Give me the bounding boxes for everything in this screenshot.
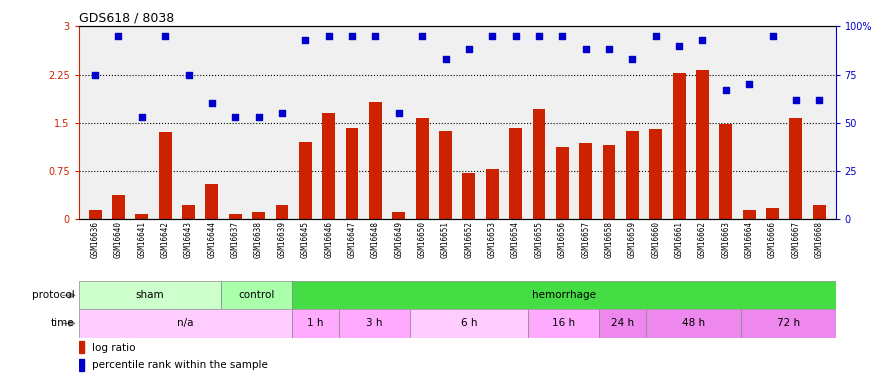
Point [322, 33, 336, 39]
Point [438, 56, 452, 62]
Bar [79, 359, 84, 370]
Bar [276, 205, 289, 219]
Text: 1 h: 1 h [307, 318, 324, 328]
Bar [182, 205, 195, 219]
Point [181, 72, 195, 78]
Bar [741, 309, 836, 338]
Point [789, 97, 803, 103]
Text: 48 h: 48 h [682, 318, 705, 328]
Bar [533, 109, 545, 219]
Bar [158, 132, 172, 219]
Bar [79, 309, 291, 338]
Point [556, 33, 570, 39]
Point [252, 114, 266, 120]
Bar [603, 146, 615, 219]
Text: log ratio: log ratio [92, 343, 136, 352]
Point [578, 46, 592, 53]
Text: 3 h: 3 h [366, 318, 382, 328]
Text: hemorrhage: hemorrhage [532, 290, 596, 300]
Text: percentile rank within the sample: percentile rank within the sample [92, 360, 268, 370]
Point [368, 33, 382, 39]
Bar [220, 281, 291, 309]
Bar [719, 124, 732, 219]
Text: protocol: protocol [31, 290, 74, 300]
Point [812, 97, 826, 103]
Bar [649, 129, 662, 219]
Point [742, 81, 756, 87]
Point [648, 33, 662, 39]
Bar [299, 142, 311, 219]
Bar [410, 309, 528, 338]
Bar [789, 118, 802, 219]
Bar [556, 147, 569, 219]
Point [88, 72, 102, 78]
Text: 24 h: 24 h [612, 318, 634, 328]
Bar [229, 214, 242, 219]
Point [672, 43, 686, 49]
Point [532, 33, 546, 39]
Point [602, 46, 616, 53]
Bar [112, 195, 125, 219]
Point [205, 100, 219, 106]
Point [462, 46, 476, 53]
Bar [416, 118, 429, 219]
Text: 16 h: 16 h [552, 318, 575, 328]
Bar [339, 309, 410, 338]
Point [626, 56, 640, 62]
Bar [509, 128, 522, 219]
Text: control: control [238, 290, 275, 300]
Bar [79, 341, 84, 352]
Bar [766, 208, 779, 219]
Bar [79, 281, 220, 309]
Bar [322, 113, 335, 219]
Point [696, 37, 710, 43]
Point [228, 114, 242, 120]
Bar [579, 143, 592, 219]
Point [766, 33, 780, 39]
Bar [463, 173, 475, 219]
Bar [136, 214, 148, 219]
Text: 72 h: 72 h [777, 318, 800, 328]
Bar [626, 130, 639, 219]
Bar [346, 128, 359, 219]
Text: GDS618 / 8038: GDS618 / 8038 [79, 11, 174, 24]
Bar [369, 102, 382, 219]
Text: n/a: n/a [177, 318, 193, 328]
Point [158, 33, 172, 39]
Point [298, 37, 312, 43]
Bar [696, 70, 709, 219]
Bar [392, 211, 405, 219]
Point [275, 110, 289, 116]
Bar [291, 309, 339, 338]
Bar [673, 73, 685, 219]
Point [415, 33, 429, 39]
Bar [813, 205, 826, 219]
Point [719, 87, 733, 93]
Text: 6 h: 6 h [461, 318, 477, 328]
Bar [599, 309, 647, 338]
Bar [206, 184, 219, 219]
Text: sham: sham [136, 290, 164, 300]
Point [135, 114, 149, 120]
Point [392, 110, 406, 116]
Point [111, 33, 125, 39]
Point [345, 33, 359, 39]
Bar [647, 309, 741, 338]
Bar [291, 281, 836, 309]
Bar [528, 309, 599, 338]
Point [486, 33, 500, 39]
Bar [439, 130, 452, 219]
Bar [743, 210, 756, 219]
Text: time: time [51, 318, 74, 328]
Bar [486, 169, 499, 219]
Point [508, 33, 522, 39]
Bar [88, 210, 102, 219]
Bar [252, 211, 265, 219]
